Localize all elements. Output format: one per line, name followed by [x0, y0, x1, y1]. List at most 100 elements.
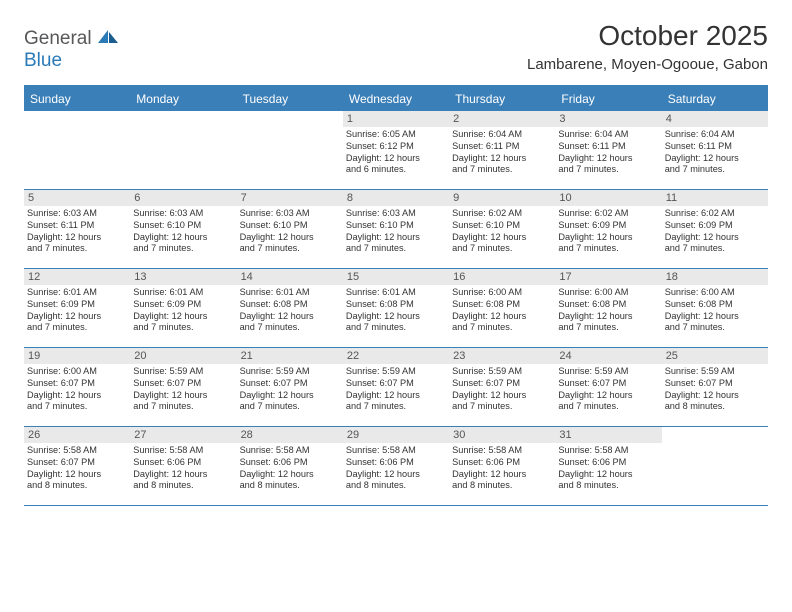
- day-cell: 13Sunrise: 6:01 AMSunset: 6:09 PMDayligh…: [130, 269, 236, 347]
- day-info: Sunrise: 6:04 AMSunset: 6:11 PMDaylight:…: [449, 127, 555, 180]
- sunrise-text: Sunrise: 6:00 AM: [665, 287, 765, 299]
- sunset-text: Sunset: 6:10 PM: [240, 220, 340, 232]
- daylight-text-1: Daylight: 12 hours: [240, 311, 340, 323]
- day-number: 20: [130, 348, 236, 364]
- sunrise-text: Sunrise: 5:59 AM: [133, 366, 233, 378]
- day-cell: 11Sunrise: 6:02 AMSunset: 6:09 PMDayligh…: [662, 190, 768, 268]
- sunset-text: Sunset: 6:07 PM: [27, 457, 127, 469]
- daylight-text-1: Daylight: 12 hours: [240, 469, 340, 481]
- sunset-text: Sunset: 6:07 PM: [665, 378, 765, 390]
- dayhead-sunday: Sunday: [24, 87, 130, 111]
- day-cell: 10Sunrise: 6:02 AMSunset: 6:09 PMDayligh…: [555, 190, 661, 268]
- day-number: 21: [237, 348, 343, 364]
- day-cell: 25Sunrise: 5:59 AMSunset: 6:07 PMDayligh…: [662, 348, 768, 426]
- sunrise-text: Sunrise: 6:04 AM: [558, 129, 658, 141]
- sunrise-text: Sunrise: 6:01 AM: [133, 287, 233, 299]
- daylight-text-1: Daylight: 12 hours: [27, 232, 127, 244]
- day-cell: 12Sunrise: 6:01 AMSunset: 6:09 PMDayligh…: [24, 269, 130, 347]
- sunrise-text: Sunrise: 6:03 AM: [346, 208, 446, 220]
- month-title: October 2025: [527, 20, 768, 52]
- day-number: [130, 111, 236, 127]
- day-info: Sunrise: 6:03 AMSunset: 6:11 PMDaylight:…: [24, 206, 130, 259]
- dayhead-wednesday: Wednesday: [343, 87, 449, 111]
- day-info: Sunrise: 5:58 AMSunset: 6:06 PMDaylight:…: [343, 443, 449, 496]
- weeks-container: 1Sunrise: 6:05 AMSunset: 6:12 PMDaylight…: [24, 111, 768, 506]
- day-cell: 20Sunrise: 5:59 AMSunset: 6:07 PMDayligh…: [130, 348, 236, 426]
- daylight-text-2: and 8 minutes.: [346, 480, 446, 492]
- daylight-text-2: and 7 minutes.: [558, 322, 658, 334]
- daylight-text-2: and 8 minutes.: [558, 480, 658, 492]
- daylight-text-1: Daylight: 12 hours: [27, 311, 127, 323]
- day-cell: 21Sunrise: 5:59 AMSunset: 6:07 PMDayligh…: [237, 348, 343, 426]
- day-info: Sunrise: 6:03 AMSunset: 6:10 PMDaylight:…: [237, 206, 343, 259]
- day-info: Sunrise: 6:02 AMSunset: 6:09 PMDaylight:…: [555, 206, 661, 259]
- daylight-text-1: Daylight: 12 hours: [558, 153, 658, 165]
- page: General Blue October 2025 Lambarene, Moy…: [0, 0, 792, 516]
- day-info: Sunrise: 5:59 AMSunset: 6:07 PMDaylight:…: [343, 364, 449, 417]
- daylight-text-2: and 7 minutes.: [452, 243, 552, 255]
- day-cell: 22Sunrise: 5:59 AMSunset: 6:07 PMDayligh…: [343, 348, 449, 426]
- sunset-text: Sunset: 6:10 PM: [133, 220, 233, 232]
- day-number: [24, 111, 130, 127]
- daylight-text-2: and 7 minutes.: [452, 322, 552, 334]
- day-info: Sunrise: 6:00 AMSunset: 6:08 PMDaylight:…: [449, 285, 555, 338]
- sunrise-text: Sunrise: 5:58 AM: [133, 445, 233, 457]
- day-number: 26: [24, 427, 130, 443]
- daylight-text-1: Daylight: 12 hours: [346, 232, 446, 244]
- day-info: Sunrise: 6:04 AMSunset: 6:11 PMDaylight:…: [662, 127, 768, 180]
- daylight-text-2: and 7 minutes.: [346, 322, 446, 334]
- daylight-text-1: Daylight: 12 hours: [452, 469, 552, 481]
- title-block: October 2025 Lambarene, Moyen-Ogooue, Ga…: [527, 20, 768, 73]
- day-number: 1: [343, 111, 449, 127]
- daylight-text-2: and 7 minutes.: [665, 164, 765, 176]
- sunrise-text: Sunrise: 6:00 AM: [452, 287, 552, 299]
- daylight-text-1: Daylight: 12 hours: [558, 232, 658, 244]
- day-number: 6: [130, 190, 236, 206]
- sunrise-text: Sunrise: 6:00 AM: [558, 287, 658, 299]
- day-number: 8: [343, 190, 449, 206]
- day-number: 7: [237, 190, 343, 206]
- day-info: Sunrise: 5:59 AMSunset: 6:07 PMDaylight:…: [449, 364, 555, 417]
- sunset-text: Sunset: 6:11 PM: [665, 141, 765, 153]
- daylight-text-1: Daylight: 12 hours: [27, 469, 127, 481]
- location: Lambarene, Moyen-Ogooue, Gabon: [527, 56, 768, 73]
- day-number: 18: [662, 269, 768, 285]
- calendar: Sunday Monday Tuesday Wednesday Thursday…: [24, 85, 768, 506]
- sunset-text: Sunset: 6:10 PM: [346, 220, 446, 232]
- day-number: 16: [449, 269, 555, 285]
- sunrise-text: Sunrise: 6:00 AM: [27, 366, 127, 378]
- sunset-text: Sunset: 6:06 PM: [240, 457, 340, 469]
- daylight-text-1: Daylight: 12 hours: [558, 469, 658, 481]
- daylight-text-2: and 7 minutes.: [346, 401, 446, 413]
- day-cell: 23Sunrise: 5:59 AMSunset: 6:07 PMDayligh…: [449, 348, 555, 426]
- daylight-text-2: and 8 minutes.: [452, 480, 552, 492]
- day-info: Sunrise: 6:01 AMSunset: 6:08 PMDaylight:…: [237, 285, 343, 338]
- daylight-text-2: and 7 minutes.: [27, 243, 127, 255]
- dayhead-tuesday: Tuesday: [237, 87, 343, 111]
- day-cell: 5Sunrise: 6:03 AMSunset: 6:11 PMDaylight…: [24, 190, 130, 268]
- day-cell: 14Sunrise: 6:01 AMSunset: 6:08 PMDayligh…: [237, 269, 343, 347]
- daylight-text-1: Daylight: 12 hours: [665, 311, 765, 323]
- sunset-text: Sunset: 6:08 PM: [240, 299, 340, 311]
- sunset-text: Sunset: 6:09 PM: [558, 220, 658, 232]
- sunset-text: Sunset: 6:06 PM: [133, 457, 233, 469]
- sunrise-text: Sunrise: 6:01 AM: [240, 287, 340, 299]
- day-number: 5: [24, 190, 130, 206]
- dayhead-monday: Monday: [130, 87, 236, 111]
- day-info: Sunrise: 5:59 AMSunset: 6:07 PMDaylight:…: [662, 364, 768, 417]
- day-number: 12: [24, 269, 130, 285]
- day-number: 24: [555, 348, 661, 364]
- day-number: 11: [662, 190, 768, 206]
- sunset-text: Sunset: 6:09 PM: [133, 299, 233, 311]
- dayhead-friday: Friday: [555, 87, 661, 111]
- sunset-text: Sunset: 6:11 PM: [452, 141, 552, 153]
- day-cell: 1Sunrise: 6:05 AMSunset: 6:12 PMDaylight…: [343, 111, 449, 189]
- day-cell: 29Sunrise: 5:58 AMSunset: 6:06 PMDayligh…: [343, 427, 449, 505]
- sunrise-text: Sunrise: 6:04 AM: [665, 129, 765, 141]
- dayhead-row: Sunday Monday Tuesday Wednesday Thursday…: [24, 87, 768, 111]
- daylight-text-2: and 7 minutes.: [240, 401, 340, 413]
- day-number: 27: [130, 427, 236, 443]
- sunset-text: Sunset: 6:08 PM: [452, 299, 552, 311]
- daylight-text-1: Daylight: 12 hours: [452, 153, 552, 165]
- day-cell: 19Sunrise: 6:00 AMSunset: 6:07 PMDayligh…: [24, 348, 130, 426]
